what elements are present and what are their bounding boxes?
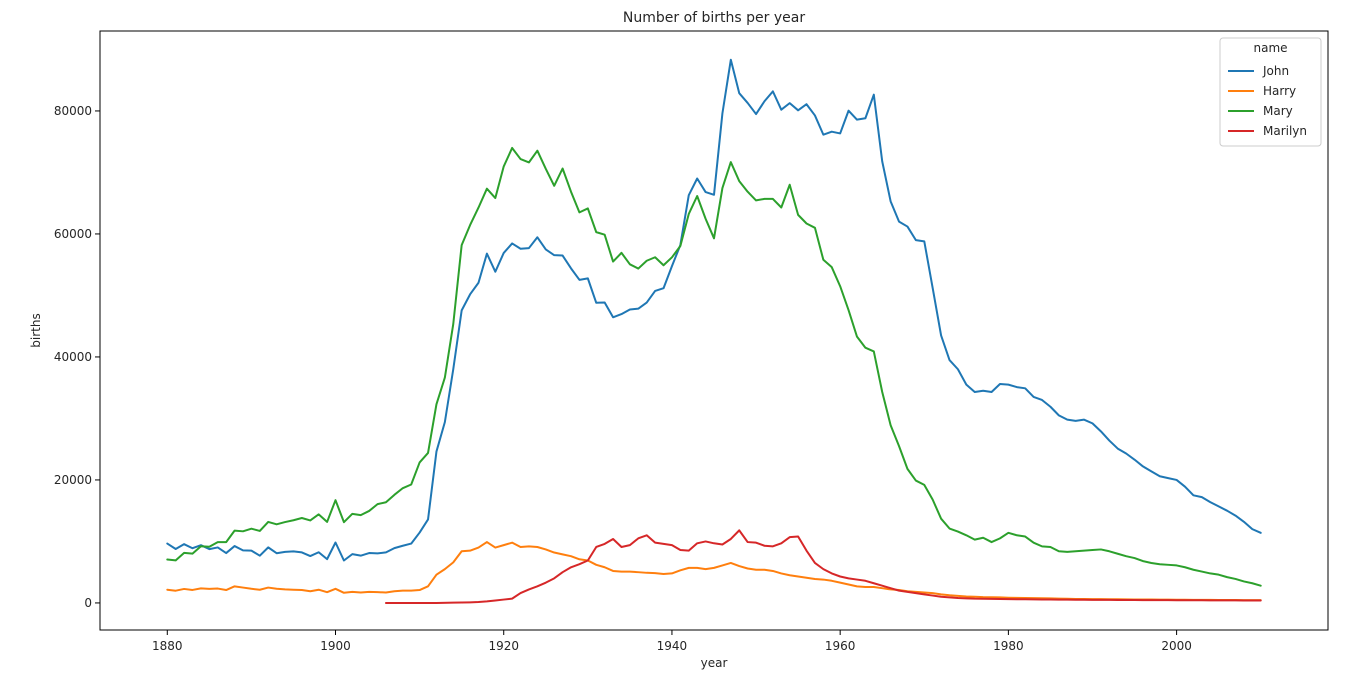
- x-tick-label: 1920: [488, 639, 519, 653]
- x-axis-label: year: [701, 656, 728, 670]
- y-axis-ticks: 0 20000 40000 60000 80000: [54, 104, 100, 610]
- chart-title: Number of births per year: [623, 10, 805, 26]
- series-line-marilyn: [384, 529, 1262, 604]
- y-tick-label: 60000: [54, 227, 92, 241]
- legend-label-marilyn: Marilyn: [1263, 124, 1307, 138]
- x-tick-label: 1940: [657, 639, 688, 653]
- legend: name John Harry Mary Marilyn: [1219, 37, 1322, 147]
- plot-frame: [99, 30, 1329, 631]
- legend-label-harry: Harry: [1263, 84, 1296, 98]
- x-tick-label: 1960: [825, 639, 856, 653]
- x-tick-label: 2000: [1161, 639, 1192, 653]
- y-axis-label: births: [29, 313, 43, 347]
- y-tick-label: 80000: [54, 104, 92, 118]
- legend-items: John Harry Mary Marilyn: [1228, 64, 1307, 138]
- x-axis-ticks: 1880 1900 1920 1940 1960 1980 2000: [152, 630, 1192, 653]
- x-tick-label: 1980: [993, 639, 1024, 653]
- x-tick-label: 1880: [152, 639, 183, 653]
- series-line-mary: [166, 146, 1262, 587]
- series-line-john: [166, 58, 1262, 562]
- y-tick-label: 0: [84, 596, 92, 610]
- y-tick-label: 20000: [54, 473, 92, 487]
- plot-lines: [166, 58, 1262, 604]
- x-tick-label: 1900: [320, 639, 351, 653]
- y-tick-label: 40000: [54, 350, 92, 364]
- legend-box: [1219, 37, 1322, 147]
- legend-label-john: John: [1262, 64, 1289, 78]
- legend-title: name: [1253, 41, 1287, 55]
- legend-label-mary: Mary: [1263, 104, 1293, 118]
